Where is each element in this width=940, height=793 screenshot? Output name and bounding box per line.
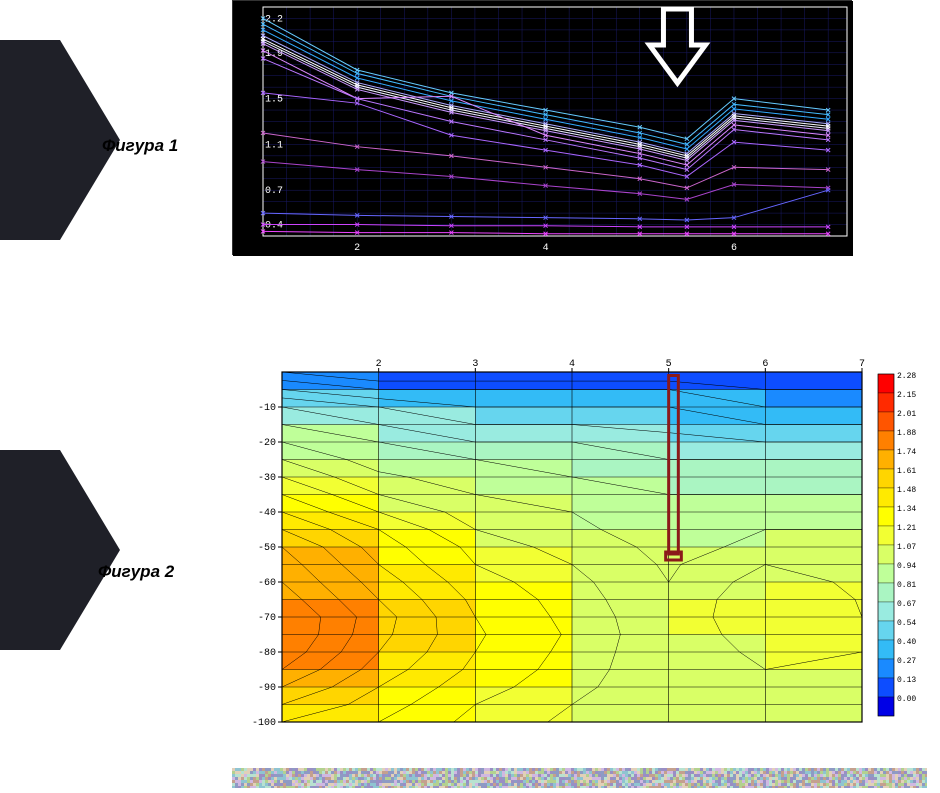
svg-text:4: 4 bbox=[543, 243, 549, 254]
noise-strip bbox=[232, 768, 927, 788]
figure-1-label: Фигура 1 bbox=[102, 136, 178, 156]
svg-text:0.40: 0.40 bbox=[897, 638, 916, 647]
svg-text:1.9: 1.9 bbox=[265, 49, 283, 60]
svg-text:1.1: 1.1 bbox=[265, 140, 283, 151]
svg-text:-80: -80 bbox=[258, 648, 276, 659]
svg-text:1.5: 1.5 bbox=[265, 95, 283, 106]
svg-text:-20: -20 bbox=[258, 438, 276, 449]
svg-text:-50: -50 bbox=[258, 543, 276, 554]
svg-text:-70: -70 bbox=[258, 613, 276, 624]
svg-text:6: 6 bbox=[731, 243, 737, 254]
figure-1-line-chart: 2 4 6 0.4 0.7 1.1 1.5 1.9 2.2 bbox=[232, 0, 852, 255]
noise-svg bbox=[232, 768, 927, 788]
svg-text:0.81: 0.81 bbox=[897, 581, 916, 590]
svg-text:0.4: 0.4 bbox=[265, 221, 283, 232]
svg-text:-10: -10 bbox=[258, 403, 276, 414]
dark-arrow-1 bbox=[0, 40, 60, 240]
dark-arrow-2 bbox=[0, 450, 60, 650]
svg-text:1.34: 1.34 bbox=[897, 505, 916, 514]
svg-text:1.07: 1.07 bbox=[897, 543, 916, 552]
svg-text:2.2: 2.2 bbox=[265, 14, 283, 25]
svg-text:0.54: 0.54 bbox=[897, 619, 916, 628]
svg-text:2: 2 bbox=[354, 243, 360, 254]
svg-text:0.27: 0.27 bbox=[897, 657, 916, 666]
svg-text:2.15: 2.15 bbox=[897, 391, 916, 400]
fig2-svg: 234567-10-20-30-40-50-60-70-80-90-1002.2… bbox=[232, 352, 932, 732]
svg-text:0.00: 0.00 bbox=[897, 695, 916, 704]
svg-text:-40: -40 bbox=[258, 508, 276, 519]
svg-text:1.21: 1.21 bbox=[897, 524, 916, 533]
svg-text:-100: -100 bbox=[252, 718, 276, 729]
svg-text:1.74: 1.74 bbox=[897, 448, 916, 457]
svg-text:2.28: 2.28 bbox=[897, 372, 916, 381]
svg-text:0.67: 0.67 bbox=[897, 600, 916, 609]
figure-2-contour-chart: 234567-10-20-30-40-50-60-70-80-90-1002.2… bbox=[232, 352, 932, 732]
svg-text:0.13: 0.13 bbox=[897, 676, 916, 685]
svg-text:1.48: 1.48 bbox=[897, 486, 916, 495]
svg-text:0.94: 0.94 bbox=[897, 562, 916, 571]
fig1-svg: 2 4 6 0.4 0.7 1.1 1.5 1.9 2.2 bbox=[233, 1, 853, 256]
svg-text:-30: -30 bbox=[258, 473, 276, 484]
figure-2-label: Фигура 2 bbox=[98, 562, 174, 582]
svg-text:1.88: 1.88 bbox=[897, 429, 916, 438]
svg-text:0.7: 0.7 bbox=[265, 186, 283, 197]
svg-text:-90: -90 bbox=[258, 683, 276, 694]
svg-text:1.61: 1.61 bbox=[897, 467, 916, 476]
svg-text:2.01: 2.01 bbox=[897, 410, 916, 419]
svg-text:-60: -60 bbox=[258, 578, 276, 589]
